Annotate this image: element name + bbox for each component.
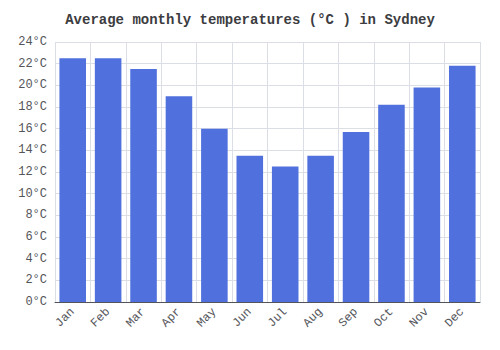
svg-text:Aug: Aug <box>300 305 325 330</box>
svg-text:24°C: 24°C <box>18 35 47 49</box>
svg-text:Oct: Oct <box>371 305 396 330</box>
svg-text:12°C: 12°C <box>18 165 47 179</box>
svg-text:Mar: Mar <box>123 305 148 330</box>
svg-text:Apr: Apr <box>159 305 184 330</box>
svg-text:Dec: Dec <box>442 305 467 330</box>
svg-text:Jun: Jun <box>230 305 255 330</box>
svg-text:0°C: 0°C <box>25 295 47 309</box>
svg-text:22°C: 22°C <box>18 57 47 71</box>
svg-text:Nov: Nov <box>407 305 432 330</box>
svg-text:16°C: 16°C <box>18 122 47 136</box>
svg-text:4°C: 4°C <box>25 252 47 266</box>
svg-text:May: May <box>194 305 219 330</box>
svg-text:6°C: 6°C <box>25 230 47 244</box>
svg-text:20°C: 20°C <box>18 78 47 92</box>
svg-text:Jul: Jul <box>265 305 290 330</box>
svg-text:14°C: 14°C <box>18 143 47 157</box>
svg-text:Jan: Jan <box>53 305 78 330</box>
svg-text:2°C: 2°C <box>25 273 47 287</box>
svg-text:Average monthly temperatures (: Average monthly temperatures (°C ) in Sy… <box>65 12 435 28</box>
svg-text:10°C: 10°C <box>18 187 47 201</box>
svg-text:Sep: Sep <box>336 305 361 330</box>
svg-text:8°C: 8°C <box>25 208 47 222</box>
svg-text:18°C: 18°C <box>18 100 47 114</box>
svg-text:Feb: Feb <box>88 305 113 330</box>
